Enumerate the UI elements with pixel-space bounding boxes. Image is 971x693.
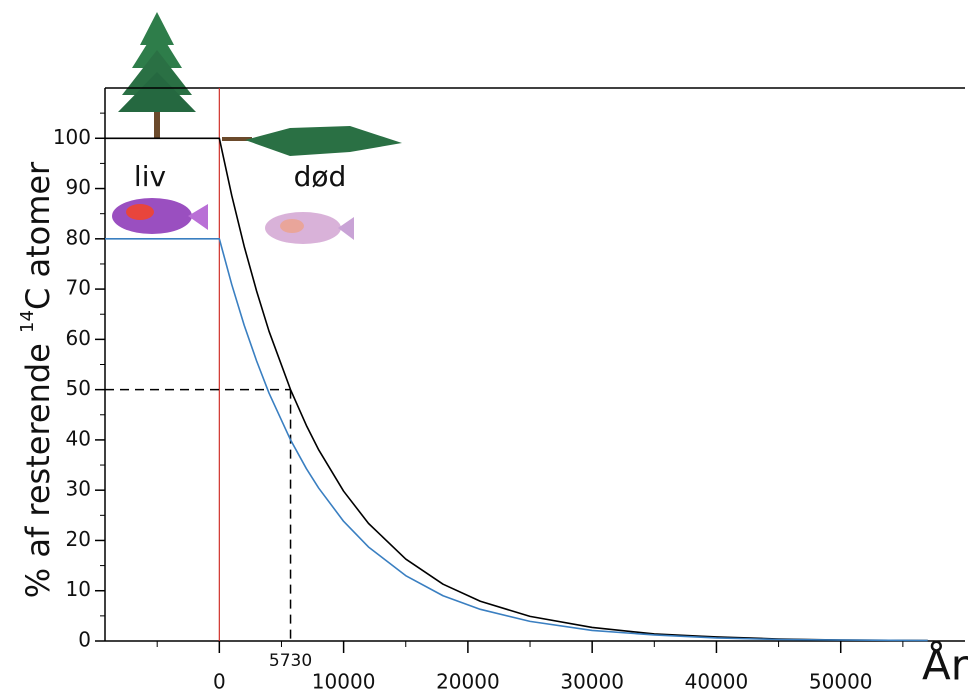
y-tick-label: 100 — [53, 125, 91, 149]
x-tick-label: 40000 — [685, 670, 749, 693]
y-tick-label: 70 — [66, 276, 91, 300]
y-tick-label: 50 — [66, 376, 91, 400]
half-life-label: 5730 — [269, 651, 312, 671]
annotation: død — [294, 160, 347, 193]
x-tick-label: 0 — [213, 670, 226, 693]
y-tick-label: 20 — [66, 527, 91, 551]
y-tick-label: 90 — [66, 175, 91, 199]
x-axis-label: År — [922, 640, 969, 690]
decay-curve — [105, 238, 928, 642]
x-tick-label: 50000 — [809, 670, 873, 693]
y-tick-label: 30 — [66, 477, 91, 501]
y-tick-label: 40 — [66, 426, 91, 450]
y-axis-label: % af resterende 14C atomer — [17, 161, 57, 598]
decay-curve — [105, 137, 928, 642]
y-tick-label: 10 — [66, 577, 91, 601]
annotation: liv — [134, 160, 166, 193]
y-tick-label: 80 — [66, 225, 91, 249]
tree-icon — [118, 12, 196, 138]
y-label-prefix: % af resterende — [19, 333, 57, 598]
y-tick-label: 0 — [78, 628, 91, 652]
fish-dead-icon — [265, 212, 354, 244]
y-tick-label: 60 — [66, 326, 91, 350]
y-label-superscript: 14 — [17, 310, 38, 333]
y-label-suffix: C atomer — [19, 161, 57, 310]
x-tick-label: 10000 — [312, 670, 376, 693]
x-tick-label: 20000 — [436, 670, 500, 693]
fallen-tree-icon — [222, 126, 402, 156]
fish-alive-icon — [112, 198, 208, 234]
x-tick-label: 30000 — [560, 670, 624, 693]
